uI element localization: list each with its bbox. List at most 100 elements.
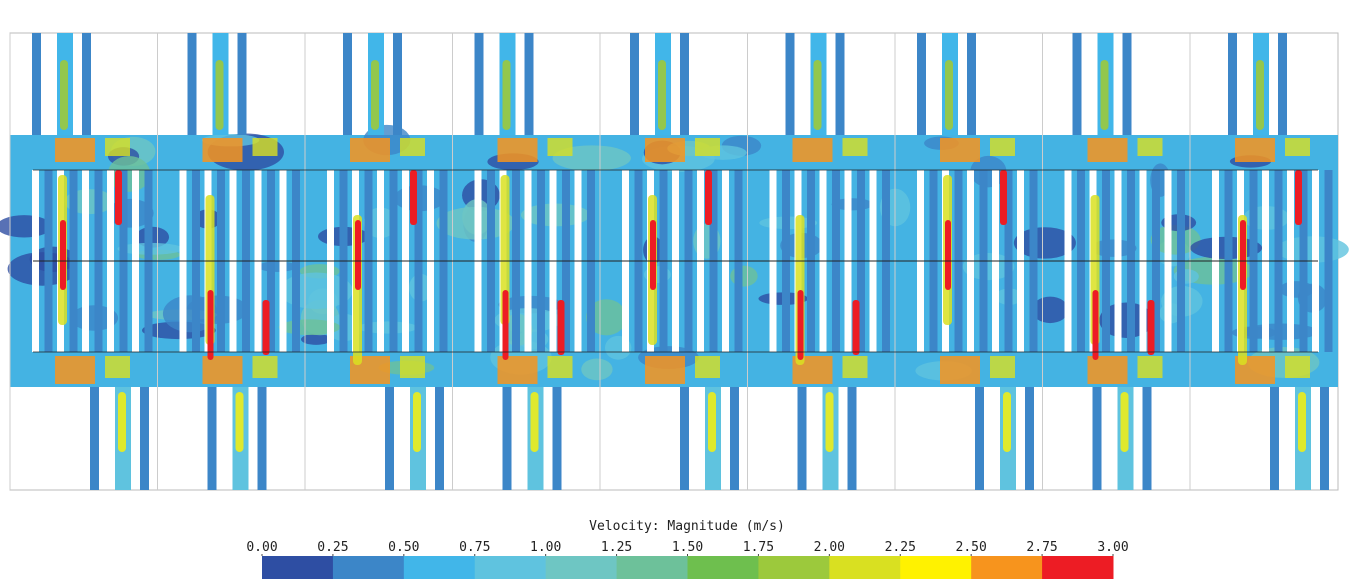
colorbar-tick-label: 2.00: [814, 540, 845, 555]
stub-jet: [825, 392, 834, 452]
edge-band: [1137, 138, 1163, 156]
outlet-stub: [140, 387, 149, 490]
flow-patch: [1150, 224, 1201, 255]
outlet-stub: [1142, 387, 1152, 490]
edge-band: [497, 138, 538, 162]
colorbar-swatch: [262, 556, 334, 579]
colorbar-swatch: [474, 556, 547, 579]
stub-jet: [235, 392, 244, 452]
edge-band: [1087, 138, 1128, 162]
flow-patch: [301, 333, 332, 345]
edge-band: [350, 138, 390, 162]
velocity-field: [0, 32, 1349, 491]
edge-band: [940, 138, 980, 162]
flow-patch: [962, 253, 1015, 281]
stub-jet: [118, 392, 126, 452]
stub-jet: [813, 60, 822, 130]
edge-band: [990, 356, 1015, 378]
stub-jet: [215, 60, 224, 130]
jet-core: [705, 170, 712, 225]
jet-core: [1000, 170, 1007, 225]
jet-core: [262, 300, 270, 355]
edge-band: [400, 356, 425, 378]
jet: [500, 175, 510, 325]
outlet-stub: [207, 387, 217, 490]
stub-jet: [1100, 60, 1109, 130]
flow-patch: [1090, 239, 1137, 257]
flow-patch: [257, 261, 297, 272]
colorbar-tick-label: 0.75: [459, 540, 490, 555]
jet-core: [355, 220, 361, 290]
edge-band: [842, 138, 868, 156]
outlet-stub: [502, 387, 512, 490]
colorbar-swatch: [687, 556, 759, 579]
edge-band: [645, 356, 685, 384]
stub-jet: [371, 60, 379, 130]
colorbar-swatch: [332, 556, 405, 579]
outlet-stub: [385, 387, 394, 490]
edge-band: [645, 138, 685, 162]
edge-band: [842, 356, 868, 378]
edge-band: [547, 138, 573, 156]
inlet-stub: [1278, 33, 1287, 135]
stub-jet: [658, 60, 666, 130]
inlet-stub: [237, 33, 247, 135]
outlet-stub: [90, 387, 99, 490]
outlet-stub: [1025, 387, 1034, 490]
colorbar-tick-label: 2.50: [956, 540, 987, 555]
stub-jet: [413, 392, 421, 452]
outlet-stub: [1092, 387, 1102, 490]
outlet-stub: [552, 387, 562, 490]
jet-core: [502, 290, 509, 360]
stub-jet: [1003, 392, 1011, 452]
stub-jet: [1256, 60, 1264, 130]
flow-patch: [1279, 281, 1315, 298]
edge-band: [202, 138, 243, 162]
colorbar-tick-label: 1.50: [672, 540, 703, 555]
outlet-stub: [1320, 387, 1329, 490]
flow-patch: [730, 265, 758, 287]
stub-jet: [1120, 392, 1129, 452]
flow-patch: [1013, 227, 1076, 259]
inlet-stub: [1228, 33, 1237, 135]
colorbar-swatch: [545, 556, 618, 579]
edge-band: [55, 356, 95, 384]
flow-patch: [1031, 296, 1069, 324]
inlet-stub: [393, 33, 402, 135]
colorbar-swatch: [403, 556, 476, 579]
colorbar-tick-label: 2.75: [1026, 540, 1057, 555]
inlet-stub: [785, 33, 795, 135]
edge-band: [792, 138, 833, 162]
outlet-stub: [680, 387, 689, 490]
stub-jet: [60, 60, 68, 130]
stub-jet: [530, 392, 539, 452]
jet-core: [557, 300, 565, 355]
edge-band: [400, 138, 425, 156]
outlet-stub: [730, 387, 739, 490]
edge-band: [695, 138, 720, 156]
inlet-stub: [917, 33, 926, 135]
edge-band: [1285, 356, 1310, 378]
stub-jet: [1298, 392, 1306, 452]
jet-core: [650, 220, 656, 290]
edge-band: [547, 356, 573, 378]
outlet-stub: [257, 387, 267, 490]
jet-core: [1092, 290, 1099, 360]
edge-band: [695, 356, 720, 378]
inlet-stub: [967, 33, 976, 135]
outlet-stub: [797, 387, 807, 490]
edge-band: [1087, 356, 1128, 384]
inlet-stub: [1072, 33, 1082, 135]
edge-band: [105, 356, 130, 378]
colorbar-tick-label: 0.50: [388, 540, 419, 555]
inlet-stub: [680, 33, 689, 135]
inlet-stub: [524, 33, 534, 135]
stub-jet: [502, 60, 511, 130]
stub-jet: [708, 392, 716, 452]
jet-core: [852, 300, 860, 355]
jet-core: [1147, 300, 1155, 355]
stub-jet: [945, 60, 953, 130]
jet-core: [410, 170, 417, 225]
inlet-stub: [1122, 33, 1132, 135]
